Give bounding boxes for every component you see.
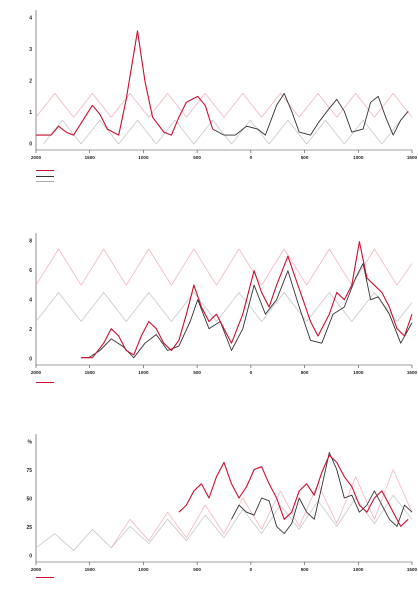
x-tick-label: 1500 [407, 567, 418, 572]
y-tick-label: % [28, 440, 33, 446]
series-line-dark [212, 92, 409, 136]
x-tick-label: 1500 [85, 155, 96, 160]
chart-2-svg: 8 6 4 2 0 2000 1500 1000 500 0 500 1000 1500 [29, 233, 418, 375]
x-tick-label: 0 [250, 155, 253, 160]
series-line-dark [231, 452, 413, 535]
legend-swatch-dark [36, 175, 54, 177]
series-line-light-grey [35, 494, 413, 551]
y-tick-label: 1 [29, 110, 32, 116]
y-tick-label: 2 [29, 327, 32, 333]
x-tick-label: 500 [193, 370, 201, 375]
chart-1-svg: 4 3 2 1 0 2000 1500 1000 500 0 500 1000 1500 [29, 10, 418, 160]
y-tick-label: 2 [29, 79, 32, 85]
chart-3-caption [36, 575, 412, 580]
x-tick-label: 500 [193, 567, 201, 572]
x-tick-label: 2000 [31, 370, 42, 375]
x-tick-label: 1500 [85, 370, 96, 375]
x-tick-label: 1000 [353, 155, 364, 160]
legend-swatch-grey [36, 180, 54, 182]
chart-3-svg: % 75 50 25 0 2000 1500 1000 500 0 500 1000 1500 [26, 434, 418, 572]
y-tick-label: 0 [29, 357, 32, 363]
chart-3: % 75 50 25 0 2000 1500 1000 500 0 500 1000 1500 [0, 424, 418, 574]
series-line-light-red [110, 469, 413, 549]
y-tick-label: 4 [29, 298, 32, 304]
x-tick-label: 2000 [31, 155, 42, 160]
series-line-light-red [35, 93, 413, 118]
x-tick-label: 1000 [353, 567, 364, 572]
x-tick-label: 500 [193, 155, 201, 160]
series-line-dark [81, 263, 413, 359]
caption-legend-row [36, 179, 412, 184]
caption-legend-row [36, 380, 412, 385]
x-tick-label: 1500 [407, 155, 418, 160]
caption-legend-row [36, 168, 412, 173]
y-tick-label: 4 [29, 16, 32, 22]
y-tick-label: 0 [29, 142, 32, 148]
legend-swatch-red [36, 382, 54, 384]
y-tick-label: 75 [26, 468, 32, 474]
x-tick-label: 500 [301, 567, 309, 572]
series-line-red [81, 241, 413, 359]
series-line-red [178, 454, 409, 527]
series-line-light-red [35, 248, 413, 286]
series-line-light-grey [35, 292, 413, 322]
x-tick-label: 1000 [138, 567, 149, 572]
caption-legend-row [36, 173, 412, 178]
x-tick-label: 1000 [138, 370, 149, 375]
legend-swatch-red [36, 170, 54, 172]
x-tick-label: 1500 [85, 567, 96, 572]
y-tick-label: 3 [29, 47, 32, 53]
x-tick-label: 500 [301, 370, 309, 375]
caption-legend-row [36, 575, 412, 580]
chart-2: 8 6 4 2 0 2000 1500 1000 500 0 500 1000 1500 [0, 225, 418, 375]
y-tick-label: 25 [26, 525, 32, 531]
y-tick-label: 6 [29, 268, 32, 274]
x-tick-label: 1000 [353, 370, 364, 375]
x-tick-label: 1500 [407, 370, 418, 375]
chart-2-caption [36, 380, 412, 385]
series-line-red [36, 30, 214, 136]
chart-1-caption [36, 168, 412, 184]
x-tick-label: 0 [250, 567, 253, 572]
series-line-light-grey [43, 119, 402, 145]
x-tick-label: 500 [301, 155, 309, 160]
x-tick-label: 1000 [138, 155, 149, 160]
legend-swatch-red [36, 577, 54, 579]
y-tick-label: 0 [29, 554, 32, 560]
chart-1: 4 3 2 1 0 2000 1500 1000 500 0 500 1000 1500 [0, 0, 418, 168]
x-tick-label: 0 [250, 370, 253, 375]
y-tick-label: 8 [29, 239, 32, 245]
x-tick-label: 2000 [31, 567, 42, 572]
y-tick-label: 50 [26, 497, 32, 503]
